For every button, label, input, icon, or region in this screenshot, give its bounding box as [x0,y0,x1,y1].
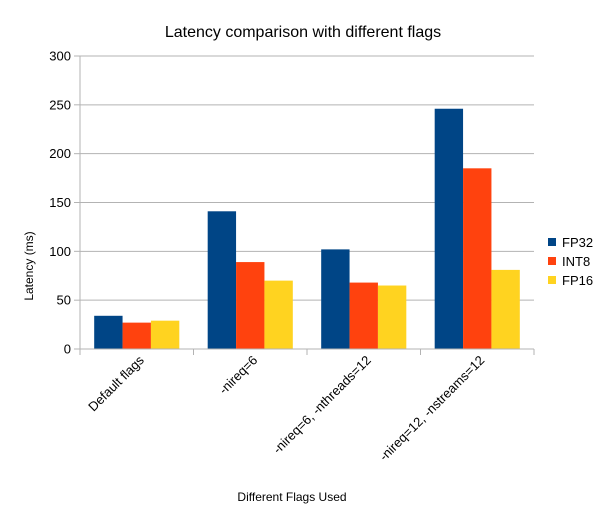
legend: FP32 INT8 FP16 [548,235,593,288]
y-tick-label: 100 [49,244,71,259]
legend-label-fp16: FP16 [562,273,593,288]
y-tick-label: 250 [49,97,71,112]
y-tick-label: 150 [49,195,71,210]
bar-int8-2 [349,282,378,349]
x-tick-label: Default flags [85,352,147,414]
x-tick-labels: Default flags -nireq=6 -nireq=6, -nthreads… [85,352,487,464]
legend-swatch-fp16 [548,276,556,284]
chart-title: Latency comparison with different flags [165,24,441,41]
bars [94,108,520,350]
bar-fp16-2 [377,285,407,349]
bar-fp32-2 [321,249,350,349]
bar-int8-0 [122,322,151,349]
x-tick-label: -nireq=6 [216,353,261,398]
legend-label-int8: INT8 [562,254,590,269]
x-axis-label: Different Flags Used [237,490,346,504]
legend-swatch-int8 [548,257,556,265]
axes [74,55,535,355]
legend-swatch-fp32 [548,238,556,246]
bar-fp32-3 [434,108,464,350]
y-tick-labels: 0 50 100 150 200 250 300 [49,49,71,357]
y-tick-label: 200 [49,146,71,161]
y-tick-label: 0 [64,342,71,357]
y-tick-label: 300 [49,49,71,64]
y-tick-label: 50 [57,293,71,308]
grid-lines [80,55,534,350]
bar-fp16-0 [150,320,180,349]
x-tick-label: -nireq=6, -nthreads=12 [270,353,374,457]
bar-fp16-3 [491,269,520,349]
bar-int8-1 [236,262,265,349]
bar-fp32-0 [94,315,123,349]
legend-label-fp32: FP32 [562,235,593,250]
bar-fp32-1 [207,211,237,349]
x-tick-label: -nireq=12, -nstreams=12 [376,353,487,464]
y-axis-label: Latency (ms) [22,231,36,300]
bar-fp16-1 [264,280,293,349]
bar-int8-3 [463,168,492,349]
